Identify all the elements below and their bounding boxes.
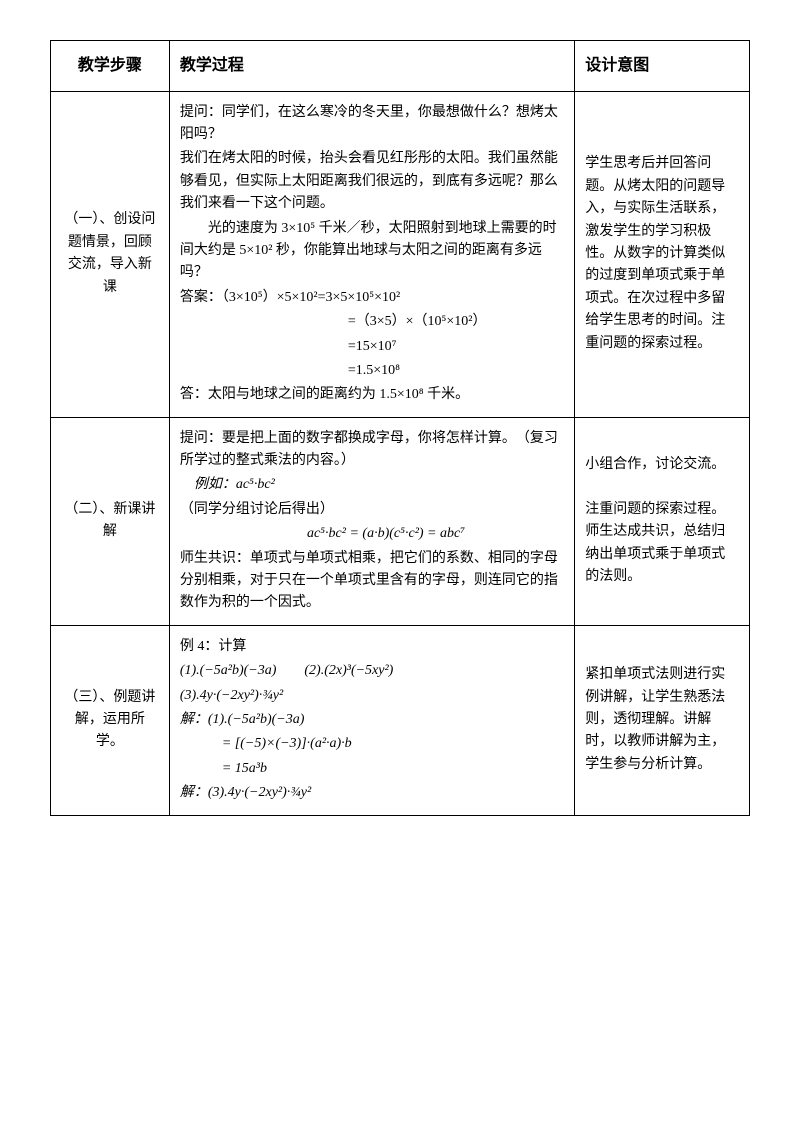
intent-cell-1: 学生思考后并回答问题。从烤太阳的问题导入，与实际生活联系，激发学生的学习积极性。… [575,91,750,417]
process-line: 师生共识：单项式与单项式相乘，把它们的系数、相同的字母分别相乘，对于只在一个单项… [180,548,564,615]
lesson-plan-table: 教学步骤 教学过程 设计意图 （一）、创设问题情景，回顾交流，导入新课 提问：同… [50,40,750,816]
intent-cell-3: 紧扣单项式法则进行实例讲解，让学生熟悉法则，透彻理解。讲解时，以教师讲解为主，学… [575,625,750,815]
process-line: (3).4y·(−2xy²)·¾y² [180,685,564,707]
process-line: 例 4：计算 [180,636,564,658]
step-cell-1: （一）、创设问题情景，回顾交流，导入新课 [51,91,170,417]
process-line: 提问：要是把上面的数字都换成字母，你将怎样计算。 （复习所学过的整式乘法的内容。… [180,428,564,473]
table-row: （二）、新课讲解 提问：要是把上面的数字都换成字母，你将怎样计算。 （复习所学过… [51,417,750,625]
process-line: = 15a³b [180,758,564,780]
process-cell-3: 例 4：计算 (1).(−5a²b)(−3a) (2).(2x)³(−5xy²)… [169,625,574,815]
process-cell-2: 提问：要是把上面的数字都换成字母，你将怎样计算。 （复习所学过的整式乘法的内容。… [169,417,574,625]
table-row: （一）、创设问题情景，回顾交流，导入新课 提问：同学们，在这么寒冷的冬天里，你最… [51,91,750,417]
step-cell-2: （二）、新课讲解 [51,417,170,625]
process-line: 答案：（3×10⁵）×5×10²=3×5×10⁵×10² [180,287,564,309]
intent-cell-2: 小组合作，讨论交流。 注重问题的探索过程。师生达成共识，总结归纳出单项式乘于单项… [575,417,750,625]
table-header-row: 教学步骤 教学过程 设计意图 [51,41,750,92]
process-line: 答：太阳与地球之间的距离约为 1.5×10⁸ 千米。 [180,384,564,406]
process-line: = [(−5)×(−3)]·(a²·a)·b [180,733,564,755]
process-line: 解：(3).4y·(−2xy²)·¾y² [180,782,564,804]
process-line: （同学分组讨论后得出） [180,499,564,521]
header-process: 教学过程 [169,41,574,92]
process-line: 例如：ac⁵·bc² [180,474,564,496]
process-line: 我们在烤太阳的时候，抬头会看见红彤彤的太阳。我们虽然能够看见，但实际上太阳距离我… [180,148,564,215]
process-line: 解：(1).(−5a²b)(−3a) [180,709,564,731]
process-cell-1: 提问：同学们，在这么寒冷的冬天里，你最想做什么？想烤太阳吗？ 我们在烤太阳的时候… [169,91,574,417]
step-cell-3: （三）、例题讲解，运用所学。 [51,625,170,815]
process-line: 提问：同学们，在这么寒冷的冬天里，你最想做什么？想烤太阳吗？ [180,102,564,147]
table-row: （三）、例题讲解，运用所学。 例 4：计算 (1).(−5a²b)(−3a) (… [51,625,750,815]
process-line: ac⁵·bc² = (a·b)(c⁵·c²) = abc⁷ [180,523,564,545]
process-line: =（3×5）×（10⁵×10²） [180,311,564,333]
process-line: =15×10⁷ [180,336,564,358]
header-step: 教学步骤 [51,41,170,92]
process-line: (1).(−5a²b)(−3a) (2).(2x)³(−5xy²) [180,660,564,682]
process-line: 光的速度为 3×10⁵ 千米／秒，太阳照射到地球上需要的时间大约是 5×10² … [180,218,564,285]
process-line: =1.5×10⁸ [180,360,564,382]
header-intent: 设计意图 [575,41,750,92]
